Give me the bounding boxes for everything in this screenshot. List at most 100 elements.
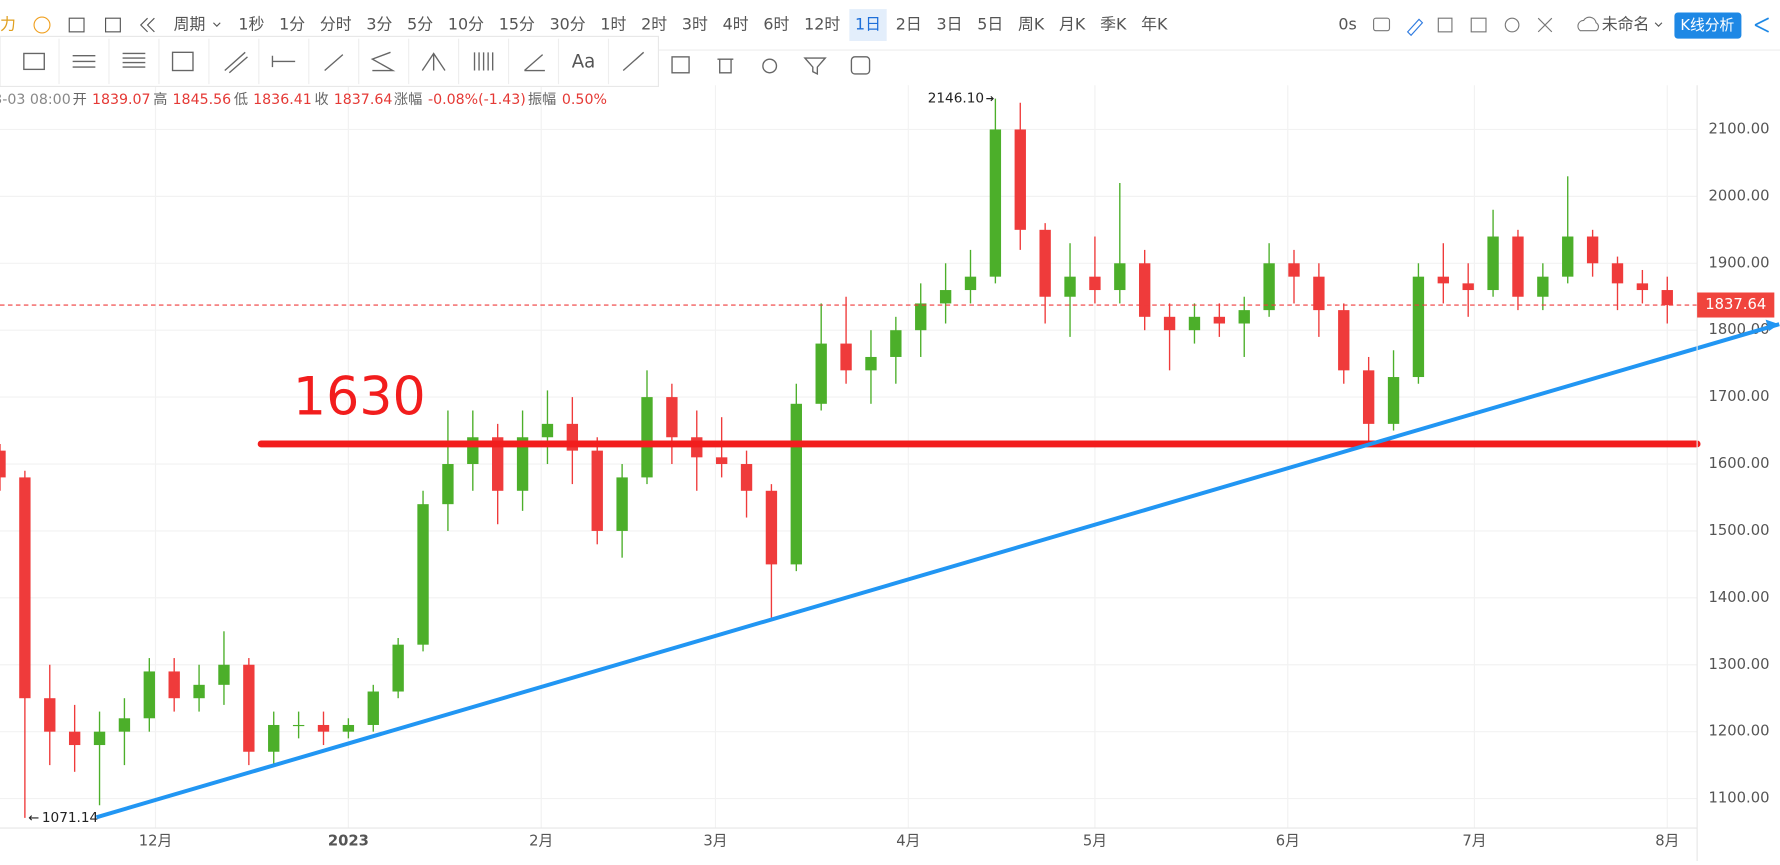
crop-icon[interactable]	[1437, 17, 1453, 33]
pen-icon[interactable]	[1406, 18, 1424, 37]
interval-button[interactable]: 3日	[937, 15, 963, 34]
sync-icon[interactable]	[850, 56, 871, 75]
candle-body	[44, 698, 56, 732]
angle-tool[interactable]	[370, 51, 396, 72]
rect-tool[interactable]	[23, 52, 45, 71]
text-tool[interactable]: Aa	[572, 52, 596, 73]
support-label: 1630	[293, 366, 426, 427]
interval-button[interactable]: 5日	[977, 15, 1003, 34]
interval-button[interactable]: 1时	[600, 15, 626, 34]
x-tick-label: 7月	[1462, 833, 1486, 850]
x-tick-label: 5月	[1083, 833, 1107, 850]
cloud-icon[interactable]	[1577, 16, 1599, 32]
analysis-button[interactable]: K线分析	[1680, 17, 1734, 34]
candle-body	[541, 423, 554, 438]
interval-button[interactable]: 15分	[499, 15, 535, 34]
interval-button[interactable]: 周K	[1018, 15, 1045, 34]
ray-tool[interactable]	[324, 54, 344, 72]
channel-tool[interactable]	[224, 51, 248, 74]
candle-body	[292, 724, 305, 727]
gann-tool[interactable]	[524, 54, 545, 72]
note-icon[interactable]	[671, 56, 690, 74]
plot-area: 1100.00 1200.00 1300.00 1400.00 1500.00 1600.…	[0, 85, 1780, 850]
hline-tool[interactable]	[271, 55, 296, 68]
candle-body	[1537, 276, 1549, 297]
interval-button[interactable]: 6时	[763, 15, 789, 34]
candle-body	[442, 464, 454, 505]
candle-body	[989, 129, 1002, 277]
info-label: 高	[153, 91, 167, 108]
candle-body	[417, 504, 429, 645]
interval-button[interactable]: 年K	[1141, 15, 1168, 34]
analysis-button-bg[interactable]	[1674, 12, 1742, 39]
cycle-tool[interactable]	[473, 52, 494, 71]
candle-body	[1437, 276, 1449, 284]
timer[interactable]: 0s	[1338, 15, 1356, 34]
x-tick-label: 2023	[328, 833, 369, 850]
parallel-tool[interactable]	[72, 55, 96, 68]
interval-button[interactable]: 4时	[723, 15, 749, 34]
box-tool[interactable]	[171, 51, 194, 72]
interval-button[interactable]: 1日	[855, 15, 881, 34]
interval-button[interactable]: 月K	[1059, 15, 1086, 34]
settings-icon[interactable]	[1504, 17, 1520, 33]
template-icon[interactable]	[1470, 17, 1487, 33]
candle-body	[840, 343, 852, 371]
candle-body	[218, 664, 230, 685]
interval-button[interactable]: 1秒	[238, 15, 264, 34]
interval-button[interactable]: 2日	[896, 15, 922, 34]
calendar-icon[interactable]	[68, 17, 85, 33]
delete-icon[interactable]	[717, 58, 734, 74]
x-tick-label: 8月	[1655, 833, 1679, 850]
interval-button[interactable]: 分时	[320, 15, 352, 34]
min-arrow	[28, 815, 39, 821]
fullscreen-icon[interactable]	[1537, 17, 1553, 33]
y-tick-label: 1400.00	[1708, 589, 1769, 606]
trend-arrowhead	[1765, 319, 1780, 332]
info-label: 涨幅	[394, 92, 422, 108]
magnet-icon[interactable]	[762, 58, 778, 74]
fan-tool[interactable]	[421, 52, 446, 71]
interval-button[interactable]: 5分	[407, 15, 433, 34]
candle-body	[392, 644, 404, 692]
flash-icon[interactable]	[33, 16, 51, 34]
corner-text: 力	[0, 15, 16, 34]
dropdown-arrow	[1654, 22, 1663, 27]
interval-button[interactable]: 12时	[804, 15, 840, 34]
interval-button[interactable]: 10分	[448, 15, 484, 34]
interval-button[interactable]: 3分	[366, 15, 392, 34]
fib-tool[interactable]	[122, 52, 146, 68]
rewind-icon[interactable]	[139, 17, 155, 33]
candle-body	[1512, 236, 1524, 297]
layout-icon[interactable]	[105, 17, 121, 33]
candle-body	[367, 691, 379, 725]
candle-body	[516, 437, 529, 491]
candle-body	[890, 330, 902, 357]
candle-body	[1338, 310, 1350, 371]
filter-icon[interactable]	[803, 57, 827, 76]
share-icon[interactable]	[1754, 17, 1770, 33]
x-tick-label: 3月	[703, 833, 727, 850]
candle-body	[566, 423, 579, 451]
workspace-name[interactable]: 未命名	[1602, 15, 1650, 34]
interval-button[interactable]: 1分	[279, 15, 305, 34]
interval-button[interactable]: 季K	[1100, 15, 1127, 34]
interval-button[interactable]: 3时	[682, 15, 708, 34]
interval-button[interactable]: 30分	[550, 15, 586, 34]
candle-body	[243, 664, 255, 752]
candle-body	[68, 731, 81, 746]
y-tick-label: 2000.00	[1708, 187, 1769, 204]
period-button[interactable]: 周期	[174, 15, 206, 34]
x-tick-label: 4月	[896, 833, 920, 850]
candle-body	[1188, 316, 1201, 331]
max-label: 2146.10	[928, 91, 984, 107]
candle-body	[1562, 236, 1574, 277]
candle-body	[0, 450, 6, 478]
measure-tool[interactable]	[622, 51, 645, 72]
info-value: 1836.41	[253, 92, 312, 108]
info-value: 1839.07	[92, 92, 151, 108]
interval-button[interactable]: 2时	[641, 15, 667, 34]
camera-icon[interactable]	[1373, 17, 1391, 32]
candle-body	[168, 671, 180, 699]
